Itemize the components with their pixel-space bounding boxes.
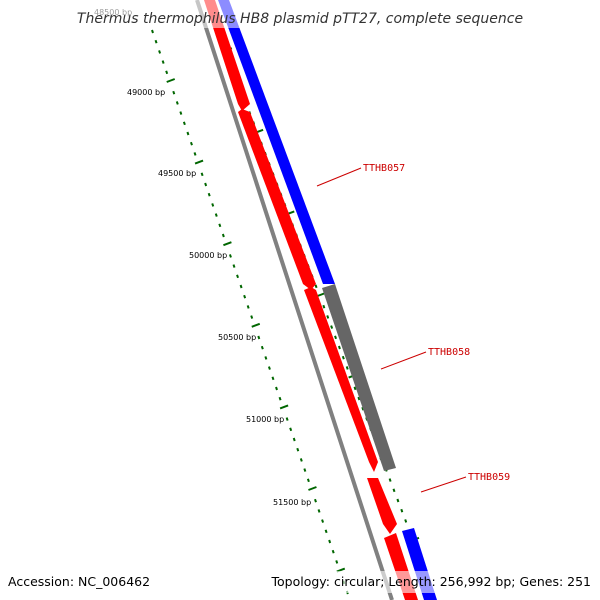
minor-tick [341,355,345,360]
minor-tick [179,111,183,115]
minor-tick [345,366,349,370]
minor-tick [328,539,332,544]
minor-tick [154,39,158,44]
minor-tick [190,141,193,146]
minor-tick [321,519,325,523]
minor-tick [200,172,204,177]
minor-tick [404,519,408,523]
grey-feature [322,284,396,471]
minor-tick [275,386,278,391]
minor-tick [271,376,275,381]
ruler-ticks [151,29,435,595]
bp-label: 51500 bp [273,498,311,507]
minor-tick [239,284,243,289]
minor-tick [204,182,208,187]
minor-tick [296,447,300,452]
gene-label-leader [420,476,467,493]
minor-tick [330,325,334,329]
major-tick [279,404,289,410]
minor-tick [317,509,321,513]
gene-label-tthb058: TTHB058 [428,347,470,358]
minor-tick [314,284,318,289]
minor-tick [334,335,337,340]
minor-tick [257,335,261,340]
gene-label-tthb057: TTHB057 [363,163,405,174]
minor-tick [326,315,330,319]
minor-tick [186,131,190,136]
minor-tick [299,458,303,462]
topology-text: Topology: circular; Length: 256,992 bp; … [271,574,592,589]
bp-label: 50500 bp [218,333,256,342]
minor-tick [264,356,268,360]
title-backdrop [0,0,600,28]
minor-tick [175,101,179,105]
minor-tick [292,437,296,442]
bp-label: 49500 bp [158,169,196,178]
footer-backdrop [0,571,600,593]
minor-tick [337,345,341,350]
bp-label: 50000 bp [189,251,227,260]
minor-tick [388,478,392,482]
reverse-strand-track [204,0,418,600]
minor-tick [278,396,282,401]
minor-tick [400,508,404,513]
map-title: Thermus thermophilus HB8 plasmid pTT27, … [77,11,523,27]
major-tick [251,322,261,328]
minor-tick [306,478,310,483]
accession-text: Accession: NC_006462 [8,574,150,589]
minor-tick [303,468,307,472]
major-tick [223,241,232,247]
minor-tick [207,192,211,197]
minor-tick [232,264,236,268]
minor-tick [314,498,317,503]
bp-label: 49000 bp [127,88,165,97]
minor-tick [289,427,293,432]
minor-tick [229,254,232,258]
bp-label: 48500 bp [94,8,132,17]
gene-arrow [304,287,378,472]
minor-tick [361,406,365,411]
minor-tick [151,29,154,34]
minor-tick [218,223,222,228]
gene-arrow [367,478,397,534]
minor-tick [392,488,396,493]
minor-tick [285,417,289,421]
minor-tick [165,70,169,75]
minor-tick [236,274,239,279]
minor-tick [161,60,165,64]
minor-tick [172,90,176,95]
major-tick [166,78,176,83]
minor-tick [250,315,254,319]
bp-label: 51000 bp [246,415,284,424]
backbone-line [195,0,394,600]
minor-tick [243,294,247,299]
minor-tick [221,233,225,238]
minor-tick [324,529,328,534]
gene-labels: TTHB057 TTHB058 TTHB059 [316,163,510,493]
gene-label-leader [380,351,427,370]
minor-tick [335,560,339,564]
gene-label-leader [316,167,362,187]
minor-tick [357,396,361,401]
major-tick [194,159,204,165]
minor-tick [331,549,335,554]
minor-tick [193,152,197,156]
major-tick [308,486,317,491]
minor-tick [267,366,271,370]
minor-tick [214,213,218,217]
minor-tick [353,386,357,391]
minor-tick [260,345,264,350]
backbone-highlight [201,0,398,600]
gene-label-tthb059: TTHB059 [468,472,510,483]
gene-arrow [218,0,335,284]
minor-tick [246,305,250,309]
minor-tick [211,203,215,207]
minor-tick [182,121,186,126]
minor-tick [158,50,162,54]
gene-arrow [238,109,316,290]
ruler-labels: 48500 bp 49000 bp 49500 bp 50000 bp 5050… [94,8,311,507]
minor-tick [396,498,400,503]
minor-tick [322,304,326,309]
